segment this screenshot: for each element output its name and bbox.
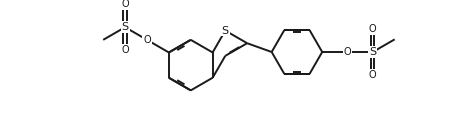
Text: S: S [369, 47, 377, 57]
Text: O: O [121, 0, 129, 9]
Text: S: S [222, 26, 229, 36]
Text: S: S [122, 22, 128, 32]
Text: O: O [143, 35, 151, 45]
Text: O: O [344, 47, 351, 57]
Text: O: O [121, 45, 129, 55]
Text: O: O [369, 24, 377, 34]
Text: O: O [369, 70, 377, 80]
